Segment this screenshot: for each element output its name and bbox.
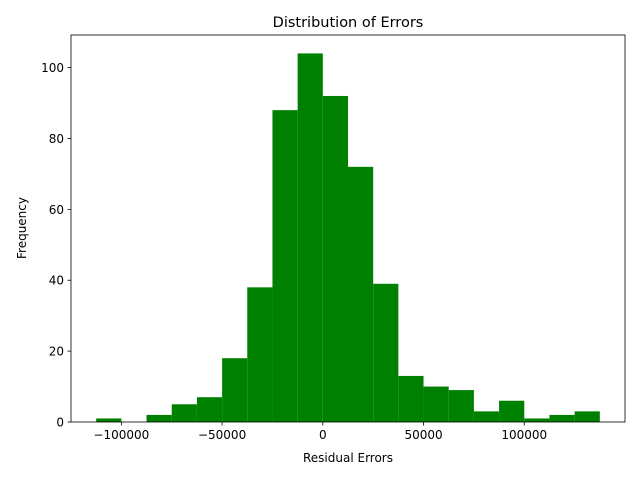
chart-title: Distribution of Errors xyxy=(273,15,424,31)
x-tick-label: 0 xyxy=(319,428,327,442)
histogram-bar xyxy=(473,411,500,422)
plot-frame xyxy=(70,34,626,423)
histogram-bar xyxy=(448,390,474,422)
y-tick-label: 40 xyxy=(49,274,64,288)
y-tick-label: 60 xyxy=(49,203,64,217)
x-tick-label: −50000 xyxy=(198,428,246,442)
y-axis: 0 20 40 60 80 100 xyxy=(41,61,71,430)
histogram-bar xyxy=(348,166,374,422)
histogram-bar xyxy=(196,397,223,422)
y-tick-label: 100 xyxy=(41,61,64,75)
x-tick-label: −100000 xyxy=(93,428,149,442)
histogram-bar xyxy=(398,375,424,422)
histogram-bar xyxy=(146,414,172,422)
x-tick-label: 100000 xyxy=(501,428,547,442)
histogram-bar xyxy=(272,110,298,422)
histogram-bar xyxy=(423,386,449,422)
histogram-bar xyxy=(247,287,273,422)
histogram-bar xyxy=(171,404,197,422)
histogram-bar xyxy=(96,418,122,422)
histogram-bar xyxy=(373,283,399,422)
histogram-bar xyxy=(297,53,323,423)
histogram-bar xyxy=(499,400,525,422)
x-axis: −100000 −50000 0 50000 100000 xyxy=(93,422,547,442)
bars-group xyxy=(96,53,600,423)
histogram-bar xyxy=(222,358,248,422)
y-tick-label: 0 xyxy=(56,416,64,430)
y-tick-label: 80 xyxy=(49,132,64,146)
histogram-bar xyxy=(524,418,550,422)
histogram-bar xyxy=(574,411,600,422)
histogram-bar xyxy=(322,95,348,423)
x-tick-label: 50000 xyxy=(404,428,442,442)
histogram-bar xyxy=(549,414,575,422)
y-tick-label: 20 xyxy=(49,345,64,359)
y-axis-label: Frequency xyxy=(15,197,29,259)
x-axis-label: Residual Errors xyxy=(303,451,393,465)
